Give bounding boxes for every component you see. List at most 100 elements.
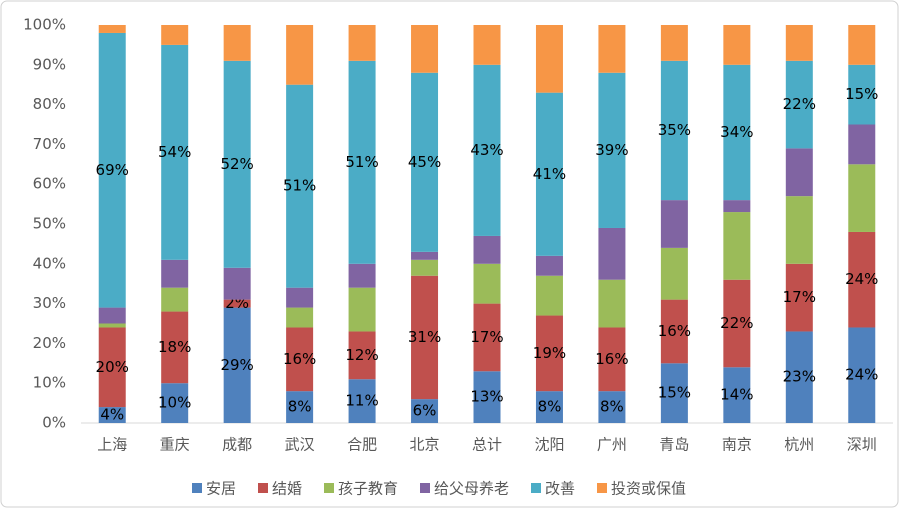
bar-segment bbox=[348, 287, 376, 332]
data-label: 52% bbox=[220, 155, 253, 173]
data-label: 15% bbox=[845, 85, 878, 103]
bar-segment bbox=[473, 235, 501, 264]
legend-label: 孩子教育 bbox=[338, 480, 398, 498]
bar-segment bbox=[411, 25, 439, 73]
x-tick-label: 上海 bbox=[97, 436, 127, 454]
bar-segment bbox=[286, 287, 314, 308]
bar-segment bbox=[723, 25, 751, 65]
data-label: 54% bbox=[158, 143, 191, 161]
data-label: 18% bbox=[158, 338, 191, 356]
legend-swatch bbox=[597, 483, 607, 493]
bar-segment bbox=[473, 64, 501, 236]
data-label: 16% bbox=[658, 322, 691, 340]
bar-segment bbox=[848, 124, 876, 165]
data-label: 8% bbox=[600, 398, 624, 416]
bar-segment bbox=[473, 371, 501, 423]
bar-segment bbox=[98, 407, 126, 423]
bar-segment bbox=[723, 200, 751, 213]
bar-segment bbox=[848, 164, 876, 232]
bar-segment bbox=[785, 196, 813, 264]
bar-segment bbox=[660, 247, 688, 300]
bar-segment bbox=[848, 327, 876, 423]
x-tick-label: 青岛 bbox=[659, 436, 689, 454]
bar-segment bbox=[785, 25, 813, 61]
legend-swatch bbox=[192, 483, 202, 493]
bar-segment bbox=[473, 263, 501, 304]
legend-label: 结婚 bbox=[272, 480, 302, 498]
y-tick-label: 0% bbox=[42, 414, 66, 432]
data-label: 41% bbox=[533, 165, 566, 183]
x-tick-label: 武汉 bbox=[285, 436, 315, 454]
data-label: 24% bbox=[845, 366, 878, 384]
data-label: 43% bbox=[470, 141, 503, 159]
bar-segment bbox=[535, 391, 563, 423]
bar-segment bbox=[535, 92, 563, 256]
data-label: 51% bbox=[345, 153, 378, 171]
bar-segment bbox=[598, 227, 626, 280]
bar-segment bbox=[660, 200, 688, 248]
x-tick-label: 重庆 bbox=[160, 436, 190, 454]
data-label: 14% bbox=[720, 386, 753, 404]
bar-segment bbox=[161, 311, 189, 384]
bar-segment bbox=[723, 279, 751, 368]
bar-segment bbox=[286, 84, 314, 288]
x-tick-label: 合肥 bbox=[347, 436, 377, 454]
bar-segment bbox=[98, 25, 126, 33]
data-label: 22% bbox=[783, 95, 816, 113]
x-tick-label: 广州 bbox=[597, 436, 627, 454]
bar-segment bbox=[785, 263, 813, 332]
bar-segment bbox=[723, 212, 751, 280]
bar-segment bbox=[660, 363, 688, 423]
x-tick-label: 南京 bbox=[722, 436, 752, 454]
bar-segment bbox=[411, 399, 439, 423]
bar-segment bbox=[848, 64, 876, 125]
data-label: 10% bbox=[158, 394, 191, 412]
bar-segment bbox=[223, 25, 251, 61]
y-tick-label: 100% bbox=[23, 16, 66, 34]
bar-segment bbox=[785, 60, 813, 149]
bar-segment bbox=[98, 327, 126, 408]
bar-segment bbox=[411, 259, 439, 276]
x-tick-label: 沈阳 bbox=[534, 436, 564, 454]
bar-segment bbox=[785, 148, 813, 197]
data-label: 16% bbox=[283, 350, 316, 368]
data-label: 31% bbox=[408, 328, 441, 346]
y-tick-label: 30% bbox=[33, 294, 66, 312]
data-label: 15% bbox=[658, 384, 691, 402]
y-tick-label: 50% bbox=[33, 215, 66, 233]
data-label: 11% bbox=[345, 392, 378, 410]
legend-label: 给父母养老 bbox=[434, 480, 509, 498]
bar-segment bbox=[785, 331, 813, 423]
bar-segment bbox=[535, 315, 563, 392]
bar-segment bbox=[660, 299, 688, 364]
data-label: 39% bbox=[595, 141, 628, 159]
bar-segment bbox=[598, 327, 626, 392]
legend-label: 安居 bbox=[206, 480, 236, 498]
legend-swatch bbox=[531, 483, 541, 493]
bar-segment bbox=[411, 251, 439, 260]
data-label: 20% bbox=[96, 358, 129, 376]
bar-segment bbox=[598, 391, 626, 423]
x-tick-label: 深圳 bbox=[847, 436, 877, 454]
x-tick-label: 杭州 bbox=[784, 436, 814, 454]
data-label: 35% bbox=[658, 121, 691, 139]
bar-segment bbox=[660, 25, 688, 61]
bar-segment bbox=[598, 72, 626, 228]
x-tick-label: 成都 bbox=[222, 436, 252, 454]
bar-segment bbox=[598, 279, 626, 328]
legend-label: 投资或保值 bbox=[611, 480, 686, 498]
bar-segment bbox=[286, 327, 314, 392]
bar-segment bbox=[286, 307, 314, 328]
data-label: 34% bbox=[720, 123, 753, 141]
bar-segment bbox=[473, 303, 501, 372]
data-label: 23% bbox=[783, 368, 816, 386]
bar-segment bbox=[848, 25, 876, 65]
data-label: 8% bbox=[538, 398, 562, 416]
bar-segment bbox=[598, 25, 626, 73]
bar-segment bbox=[348, 331, 376, 380]
bar-segment bbox=[348, 379, 376, 423]
y-tick-label: 90% bbox=[33, 55, 66, 73]
bar-segment bbox=[161, 44, 189, 260]
y-tick-label: 10% bbox=[33, 374, 66, 392]
